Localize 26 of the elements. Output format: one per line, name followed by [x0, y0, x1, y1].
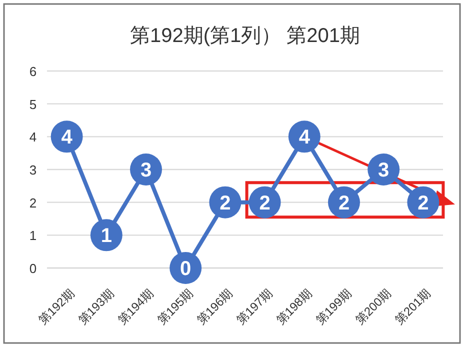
data-label: 2: [259, 192, 270, 214]
x-tick-label: 第192期: [36, 286, 77, 328]
data-label: 0: [180, 258, 192, 280]
x-tick-label: 第199期: [313, 286, 354, 328]
y-tick-label: 4: [29, 130, 37, 145]
y-tick-label: 5: [29, 96, 37, 112]
y-tick-label: 3: [29, 162, 37, 178]
x-tick-label: 第196期: [194, 286, 236, 328]
data-label: 2: [418, 192, 429, 214]
data-label: 3: [378, 160, 390, 182]
data-label: 2: [338, 192, 350, 214]
data-label: 2: [220, 192, 231, 214]
y-tick-label: 0: [29, 261, 37, 276]
data-label: 4: [298, 126, 311, 149]
data-label: 1: [100, 225, 112, 248]
chart-title: 第192期(第1列） 第201期: [130, 25, 360, 47]
y-tick-label: 6: [29, 64, 37, 79]
x-tick-label: 第197期: [234, 286, 275, 328]
data-label: 4: [61, 126, 74, 149]
data-label: 3: [140, 160, 152, 182]
x-tick-label: 第193期: [75, 286, 117, 328]
x-tick-label: 第198期: [273, 286, 315, 328]
x-tick-label: 第194期: [115, 286, 156, 328]
y-tick-label: 2: [29, 195, 37, 210]
x-tick-label: 第195期: [154, 286, 196, 328]
y-tick-label: 1: [29, 228, 37, 244]
